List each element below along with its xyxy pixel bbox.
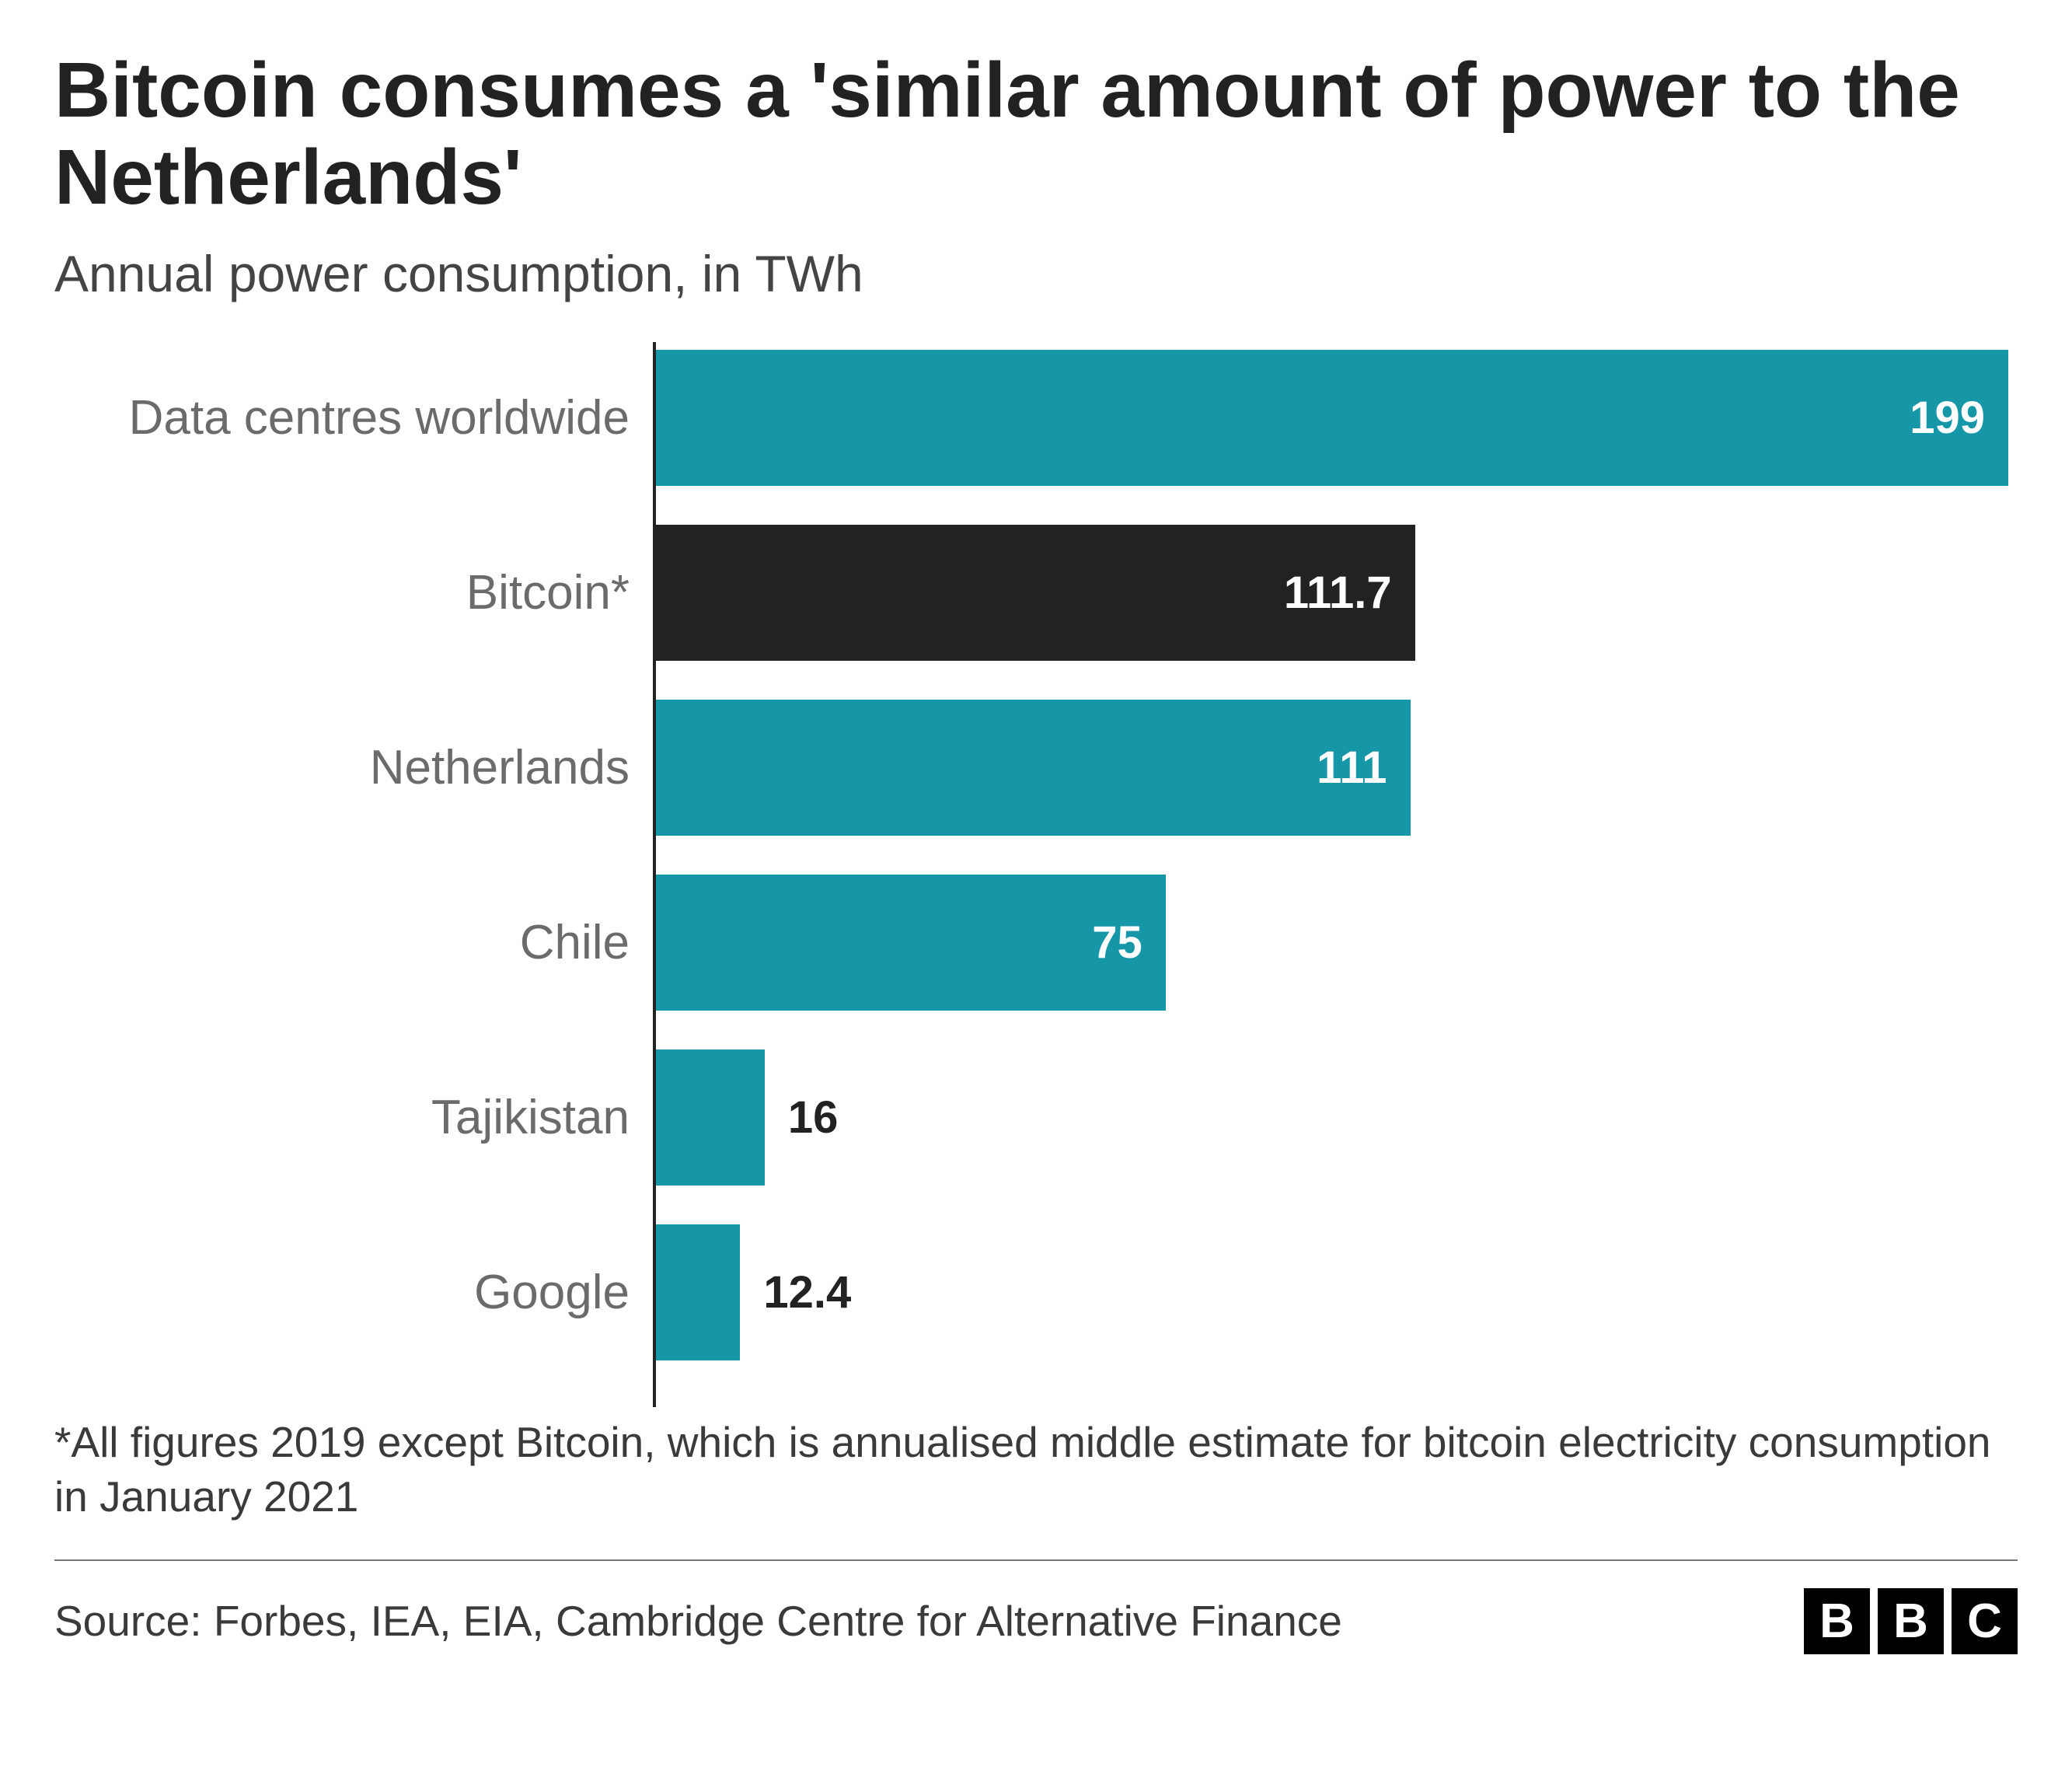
category-label: Bitcoin* bbox=[54, 565, 653, 620]
bar-area: 12.4 bbox=[656, 1224, 2018, 1360]
category-label: Netherlands bbox=[54, 740, 653, 795]
value-label: 16 bbox=[765, 1091, 839, 1144]
bar-row: Netherlands 111 bbox=[54, 700, 2018, 836]
value-label: 111.7 bbox=[1284, 567, 1415, 619]
value-label: 12.4 bbox=[740, 1266, 851, 1318]
chart-footer: Source: Forbes, IEA, EIA, Cambridge Cent… bbox=[54, 1561, 2018, 1681]
bar-row: Tajikistan 16 bbox=[54, 1049, 2018, 1186]
chart-subtitle: Annual power consumption, in TWh bbox=[54, 244, 2018, 303]
bar: 199 bbox=[656, 350, 2008, 486]
chart-title: Bitcoin consumes a 'similar amount of po… bbox=[54, 47, 2018, 221]
category-label: Tajikistan bbox=[54, 1090, 653, 1145]
chart-container: Bitcoin consumes a 'similar amount of po… bbox=[0, 0, 2072, 1781]
bar bbox=[656, 1049, 765, 1186]
bbc-logo-letter: B bbox=[1804, 1588, 1870, 1654]
bar-row: Data centres worldwide 199 bbox=[54, 350, 2018, 486]
chart-footnote: *All figures 2019 except Bitcoin, which … bbox=[54, 1415, 2018, 1524]
bar bbox=[656, 1224, 740, 1360]
bbc-logo: BBC bbox=[1804, 1588, 2018, 1654]
bar-area: 111 bbox=[656, 700, 2018, 836]
bar-row: Bitcoin* 111.7 bbox=[54, 525, 2018, 661]
value-label: 199 bbox=[1910, 392, 2008, 444]
value-label: 111 bbox=[1317, 742, 1410, 794]
bbc-logo-letter: C bbox=[1952, 1588, 2018, 1654]
bar: 75 bbox=[656, 875, 1166, 1011]
bar-area: 16 bbox=[656, 1049, 2018, 1186]
bar-chart: Data centres worldwide 199 Bitcoin* 111.7 Ne… bbox=[54, 350, 2018, 1360]
source-text: Source: Forbes, IEA, EIA, Cambridge Cent… bbox=[54, 1596, 1342, 1646]
bar-row: Google 12.4 bbox=[54, 1224, 2018, 1360]
bar: 111.7 bbox=[656, 525, 1415, 661]
category-label: Google bbox=[54, 1265, 653, 1320]
value-label: 75 bbox=[1092, 917, 1166, 969]
bar-area: 75 bbox=[656, 875, 2018, 1011]
category-label: Chile bbox=[54, 915, 653, 970]
bar-row: Chile 75 bbox=[54, 875, 2018, 1011]
bar-area: 111.7 bbox=[656, 525, 2018, 661]
category-label: Data centres worldwide bbox=[54, 390, 653, 445]
bbc-logo-letter: B bbox=[1878, 1588, 1944, 1654]
bar: 111 bbox=[656, 700, 1411, 836]
bar-area: 199 bbox=[656, 350, 2018, 486]
